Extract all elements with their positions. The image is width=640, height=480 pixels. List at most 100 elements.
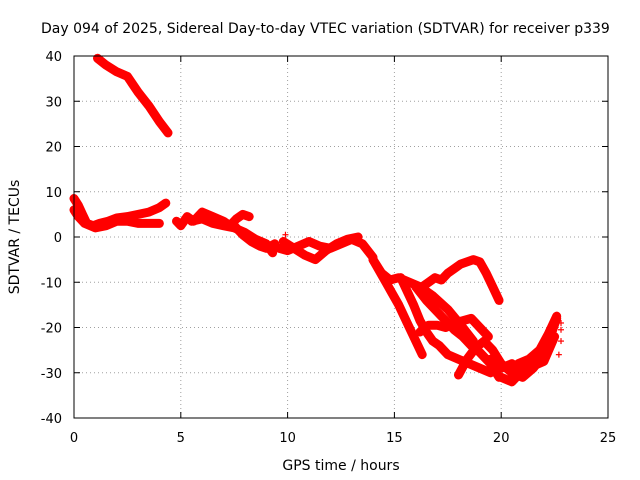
data-point xyxy=(291,245,298,252)
series-track-18 xyxy=(513,311,562,369)
data-point xyxy=(423,297,430,304)
data-point xyxy=(481,338,488,345)
data-point xyxy=(455,372,462,379)
data-point xyxy=(498,374,505,381)
data-point xyxy=(395,301,402,308)
plot-data xyxy=(69,53,565,387)
data-point xyxy=(434,308,441,315)
data-point xyxy=(451,319,458,326)
data-point xyxy=(498,365,505,372)
data-point xyxy=(515,360,522,367)
series-track-3 xyxy=(69,205,164,233)
data-point xyxy=(536,347,543,354)
y-axis-label: SDTVAR / TECUs xyxy=(7,180,23,295)
series-track-8 xyxy=(278,232,363,265)
y-tick-label: -20 xyxy=(41,322,62,337)
data-point xyxy=(145,209,152,216)
series-line xyxy=(411,282,504,382)
series-line xyxy=(278,232,363,265)
y-tick-label: -10 xyxy=(41,276,62,291)
data-point xyxy=(558,319,565,326)
data-point xyxy=(558,326,565,333)
data-point xyxy=(496,297,503,304)
data-point xyxy=(459,333,466,340)
data-point xyxy=(412,338,419,345)
data-point xyxy=(75,213,82,220)
data-point xyxy=(312,256,319,263)
data-point xyxy=(519,367,526,374)
data-point xyxy=(248,238,255,245)
data-point xyxy=(355,234,362,240)
data-point xyxy=(468,315,475,322)
data-point xyxy=(333,240,340,247)
data-point xyxy=(444,306,451,313)
data-point xyxy=(113,218,120,225)
data-point xyxy=(389,290,396,297)
x-tick-label: 10 xyxy=(279,431,296,446)
data-point xyxy=(476,349,483,356)
data-point xyxy=(184,213,191,220)
data-point xyxy=(263,245,270,252)
data-point xyxy=(209,220,216,227)
data-point xyxy=(156,118,163,125)
chart-title: Day 094 of 2025, Sidereal Day-to-day VTE… xyxy=(41,21,610,37)
data-point xyxy=(555,351,562,358)
data-point xyxy=(489,347,496,354)
data-point xyxy=(404,288,411,295)
data-point xyxy=(156,204,163,211)
data-point xyxy=(135,89,142,96)
y-tick-label: 20 xyxy=(45,141,62,156)
data-point xyxy=(177,222,184,229)
data-point xyxy=(508,369,515,376)
data-point xyxy=(359,240,366,247)
data-point xyxy=(113,68,120,75)
data-point xyxy=(239,231,246,238)
data-point xyxy=(487,356,494,363)
x-tick-label: 15 xyxy=(386,431,403,446)
data-point xyxy=(145,102,152,109)
data-point xyxy=(540,358,547,365)
data-point xyxy=(508,378,515,385)
data-point xyxy=(459,317,466,324)
data-point xyxy=(553,313,560,320)
isolated-points xyxy=(282,231,565,358)
y-tick-label: -30 xyxy=(41,367,62,382)
series-track-6 xyxy=(229,221,280,253)
data-point xyxy=(145,220,152,227)
data-point xyxy=(323,247,330,254)
x-tick-label: 5 xyxy=(177,431,185,446)
y-tick-label: 10 xyxy=(45,186,62,201)
data-point xyxy=(425,322,432,329)
data-point xyxy=(81,220,88,227)
series-track-1 xyxy=(93,53,173,138)
data-point xyxy=(404,319,411,326)
data-point xyxy=(525,356,532,363)
series-line xyxy=(69,205,164,233)
data-point xyxy=(558,338,565,345)
data-point xyxy=(410,301,417,308)
data-point xyxy=(429,338,436,345)
data-point xyxy=(431,274,438,281)
series-line xyxy=(229,221,280,253)
data-point xyxy=(425,279,432,286)
series-track-14 xyxy=(415,313,493,342)
data-point xyxy=(419,351,426,358)
x-tick-label: 25 xyxy=(600,431,617,446)
data-point xyxy=(135,211,142,218)
data-point xyxy=(476,365,483,372)
y-tick-label: -40 xyxy=(41,412,62,427)
data-point xyxy=(124,73,131,80)
data-point xyxy=(387,276,394,283)
data-point xyxy=(316,243,323,250)
data-point xyxy=(199,209,206,216)
data-point xyxy=(429,292,436,299)
data-point xyxy=(457,261,464,268)
series-line xyxy=(93,53,173,138)
data-point xyxy=(173,218,180,225)
data-point xyxy=(199,215,206,222)
data-point xyxy=(276,245,283,252)
data-point xyxy=(164,129,171,136)
data-point xyxy=(269,249,276,256)
data-point xyxy=(233,215,240,222)
